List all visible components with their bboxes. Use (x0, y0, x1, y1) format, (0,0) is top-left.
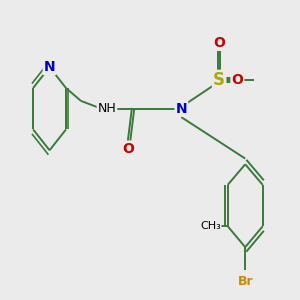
Text: Br: Br (237, 275, 253, 288)
Text: O: O (122, 142, 134, 156)
Text: N: N (44, 60, 56, 74)
Text: CH₃: CH₃ (200, 221, 220, 231)
Text: NH: NH (98, 102, 116, 115)
Text: O: O (232, 73, 243, 87)
Text: O: O (213, 36, 225, 50)
Text: S: S (213, 71, 225, 89)
Text: N: N (176, 102, 187, 116)
